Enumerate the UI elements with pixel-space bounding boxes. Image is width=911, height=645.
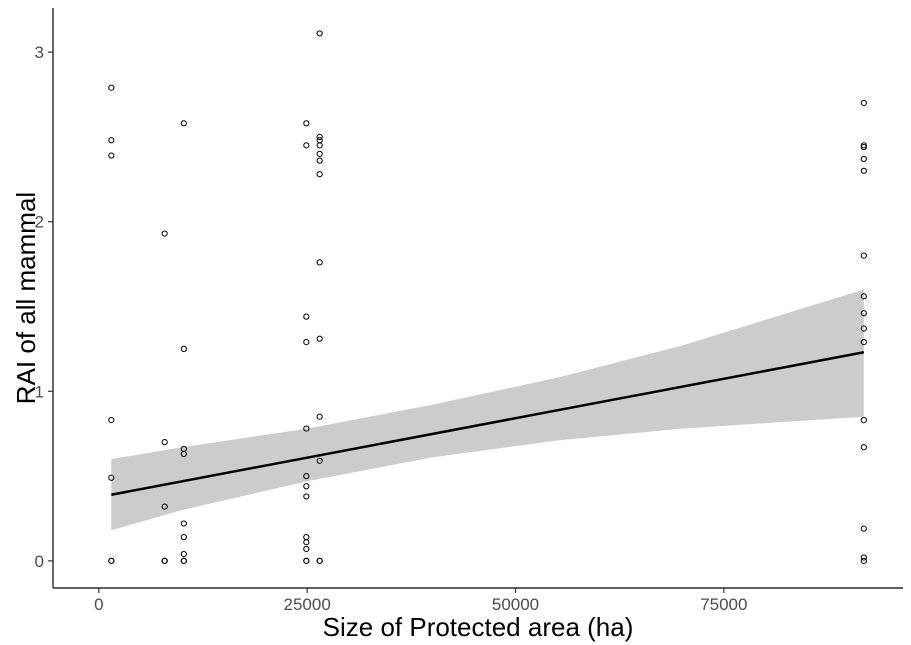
data-point xyxy=(860,155,867,163)
x-tick-label: 0 xyxy=(94,595,103,614)
data-point xyxy=(316,413,323,420)
data-point xyxy=(860,444,867,451)
data-point xyxy=(860,554,867,561)
data-point xyxy=(161,503,168,510)
data-point xyxy=(316,259,323,266)
data-point xyxy=(303,120,310,127)
axes-layer: 0 25000 50000 75000 0 1 2 3 xyxy=(35,8,903,614)
data-point xyxy=(303,483,310,490)
data-point xyxy=(161,557,168,564)
data-point xyxy=(161,230,168,237)
data-point xyxy=(316,30,323,37)
data-point xyxy=(303,545,310,553)
data-point xyxy=(316,557,323,564)
data-point xyxy=(180,450,187,458)
data-point xyxy=(316,133,323,140)
confidence-band xyxy=(111,289,864,531)
data-point xyxy=(860,557,867,564)
confidence-band-layer xyxy=(111,289,864,531)
data-point xyxy=(860,525,867,532)
data-point xyxy=(860,252,867,259)
data-point xyxy=(860,143,867,151)
data-point xyxy=(303,142,310,149)
data-point xyxy=(180,550,187,558)
y-tick-label: 1 xyxy=(35,382,44,401)
data-point xyxy=(860,142,867,149)
x-tick-label: 75000 xyxy=(700,595,747,614)
data-point xyxy=(303,313,310,320)
data-point xyxy=(316,157,323,164)
data-point xyxy=(180,557,187,564)
data-point xyxy=(303,557,310,564)
data-point xyxy=(303,472,310,480)
x-axis-title: Size of Protected area (ha) xyxy=(323,612,634,642)
data-point xyxy=(316,335,323,342)
data-point xyxy=(180,534,187,541)
data-point xyxy=(108,84,115,91)
data-point xyxy=(860,99,867,107)
data-points-layer xyxy=(108,30,867,564)
y-axis-title: RAI of all mammal xyxy=(11,192,41,404)
data-point xyxy=(316,137,323,144)
x-tick-label: 50000 xyxy=(492,595,539,614)
x-tick-label: 25000 xyxy=(284,595,331,614)
data-point xyxy=(108,474,115,481)
data-point xyxy=(303,425,310,432)
data-point xyxy=(860,325,867,332)
data-point xyxy=(108,152,115,159)
data-point xyxy=(108,417,115,424)
data-point xyxy=(108,137,115,144)
y-tick-label: 0 xyxy=(35,552,44,571)
data-point xyxy=(180,345,187,352)
regression-line-layer xyxy=(111,351,865,496)
y-tick-label: 2 xyxy=(35,213,44,232)
data-point xyxy=(860,167,867,174)
data-point xyxy=(108,557,115,564)
y-tick-label: 3 xyxy=(35,43,44,62)
data-point xyxy=(316,150,323,157)
regression-line xyxy=(111,351,865,496)
data-point xyxy=(303,534,310,541)
data-point xyxy=(860,293,867,300)
data-point xyxy=(316,142,323,149)
data-point xyxy=(316,171,323,178)
data-point xyxy=(860,338,867,346)
data-point xyxy=(303,539,310,546)
data-point xyxy=(180,120,187,127)
data-point xyxy=(316,457,323,464)
data-point xyxy=(860,417,867,424)
data-point xyxy=(180,520,187,527)
data-point xyxy=(303,493,310,500)
data-point xyxy=(860,310,867,317)
data-point xyxy=(161,439,168,446)
data-point xyxy=(303,338,310,346)
